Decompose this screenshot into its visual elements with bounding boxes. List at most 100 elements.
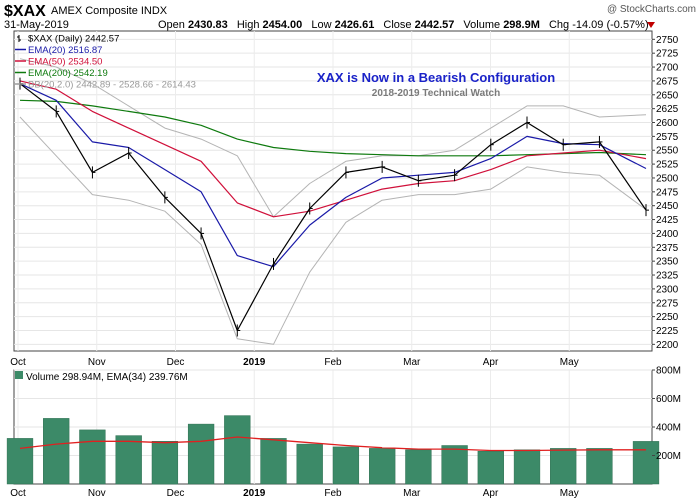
volume-bar — [187, 423, 215, 485]
volume-y-axis: 200M 400M 600M 800M — [652, 366, 681, 462]
y-tick-label: 2675 — [656, 76, 679, 87]
volume-legend-swatch — [15, 371, 23, 379]
y-tick-label: 200M — [656, 451, 681, 462]
volume-bar — [224, 415, 251, 485]
volume-bar — [441, 445, 468, 485]
volume-bar — [332, 446, 360, 485]
y-tick-label: 2650 — [656, 90, 679, 101]
y-tick-label: 2200 — [656, 340, 679, 351]
x-tick-label: May — [560, 488, 579, 499]
bar-icon — [17, 35, 21, 42]
volume-bar — [260, 438, 287, 485]
annotation-title: XAX is Now in a Bearish Configuration — [317, 70, 555, 85]
y-tick-label: 2475 — [656, 187, 679, 198]
volume-bar — [79, 429, 106, 485]
volume-legend: Volume 298.94M, EMA(34) 239.76M — [26, 372, 188, 383]
x-tick-label: Nov — [88, 357, 106, 368]
close-label: Close — [383, 19, 411, 31]
x-tick-label: Nov — [88, 488, 106, 499]
y-tick-label: 2625 — [656, 104, 679, 115]
stockcharts-logo: @ StockCharts.com — [607, 4, 696, 15]
annotation-subtitle: 2018-2019 Technical Watch — [372, 88, 500, 99]
low-value: 2426.61 — [335, 19, 375, 31]
volume-bar — [477, 450, 504, 485]
ema20-line — [19, 83, 647, 268]
volume-bar — [550, 448, 577, 485]
y-tick-label: 2300 — [656, 284, 679, 295]
y-tick-label: 2525 — [656, 160, 679, 171]
y-tick-label: 2600 — [656, 118, 679, 129]
volume-bar — [296, 443, 323, 485]
bb-lower-line — [19, 116, 647, 345]
y-tick-label: 2750 — [656, 35, 679, 46]
y-tick-label: 2350 — [656, 257, 679, 268]
y-tick-label: 2575 — [656, 132, 679, 143]
y-tick-label: 2500 — [656, 173, 679, 184]
ticker-symbol: $XAX — [4, 3, 46, 20]
ema50-line — [19, 80, 647, 218]
x-tick-label: Oct — [10, 357, 26, 368]
x-tick-label: Feb — [324, 488, 342, 499]
y-tick-label: 2250 — [656, 312, 679, 323]
index-name: AMEX Composite INDX — [51, 5, 168, 17]
x-tick-label: Apr — [483, 357, 499, 368]
volume-ema-line — [19, 436, 646, 452]
x-tick-label: Feb — [324, 357, 342, 368]
high-label: High — [237, 19, 260, 31]
open-label: Open — [158, 19, 185, 31]
x-tick-label: Dec — [167, 488, 185, 499]
chart-date: 31-May-2019 — [4, 19, 69, 31]
legend-entry: BB(20,2.0) 2442.89 - 2528.66 - 2614.43 — [28, 80, 196, 91]
volume-bar — [513, 449, 541, 485]
chart-header: $XAX AMEX Composite INDX 31-May-2019 Ope… — [4, 3, 696, 31]
bb-upper-line — [19, 58, 647, 218]
y-tick-label: 2225 — [656, 326, 679, 337]
y-tick-label: 2325 — [656, 271, 679, 282]
down-arrow-icon — [647, 22, 655, 28]
volume-bar — [632, 441, 660, 485]
ohlc-readout: Open 2430.83 High 2454.00 Low 2426.61 Cl… — [158, 19, 649, 31]
volume-bar — [586, 448, 613, 485]
ema200-line — [19, 99, 647, 157]
high-value: 2454.00 — [263, 19, 303, 31]
volume-bar — [6, 438, 34, 485]
y-tick-label: 2275 — [656, 298, 679, 309]
x-tick-label: Apr — [483, 488, 499, 499]
x-tick-label: 2019 — [243, 488, 266, 499]
y-tick-label: 800M — [656, 366, 681, 377]
y-tick-label: 2375 — [656, 243, 679, 254]
x-tick-label: Mar — [403, 488, 421, 499]
volume-value: 298.9M — [503, 19, 540, 31]
close-value: 2442.57 — [415, 19, 455, 31]
y-tick-label: 2425 — [656, 215, 679, 226]
volume-x-axis: Oct Nov Dec 2019 Feb Mar Apr May — [10, 488, 578, 499]
x-tick-label: Mar — [403, 357, 421, 368]
volume-label: Volume — [463, 19, 500, 31]
price-x-axis: Oct Nov Dec 2019 Feb Mar Apr May — [10, 357, 578, 368]
price-y-axis: 2200 2225 2250 2275 2300 2325 2350 2375 2400 2425… — [652, 35, 679, 351]
y-tick-label: 600M — [656, 394, 681, 405]
volume-series-group — [6, 415, 660, 485]
open-value: 2430.83 — [188, 19, 228, 31]
y-tick-label: 2400 — [656, 229, 679, 240]
chg-value: -14.09 (-0.57%) — [572, 19, 648, 31]
x-tick-label: May — [560, 357, 579, 368]
price-grid — [14, 31, 652, 351]
legend-entry: EMA(50) 2534.50 — [28, 57, 102, 68]
chg-label: Chg — [549, 19, 569, 31]
y-tick-label: 2725 — [656, 49, 679, 60]
x-tick-label: Oct — [10, 488, 26, 499]
y-tick-label: 2700 — [656, 63, 679, 74]
y-tick-label: 2550 — [656, 146, 679, 157]
volume-bar — [405, 449, 432, 485]
low-label: Low — [311, 19, 331, 31]
price-line — [19, 83, 647, 332]
legend-entry: $XAX (Daily) 2442.57 — [28, 34, 119, 45]
volume-bar — [43, 418, 70, 485]
volume-bar — [115, 435, 142, 485]
y-tick-label: 2450 — [656, 201, 679, 212]
legend-entry: EMA(20) 2516.87 — [28, 45, 102, 56]
volume-bar — [369, 448, 396, 485]
